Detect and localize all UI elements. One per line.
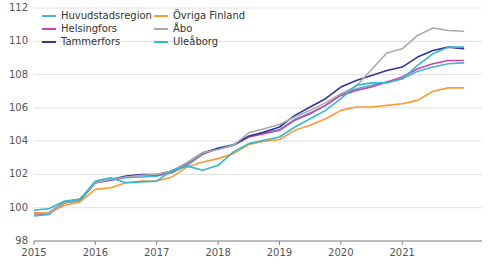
y-grid xyxy=(34,8,482,241)
x-tick-label: 2019 xyxy=(267,247,292,258)
grid-line xyxy=(34,8,482,9)
lines xyxy=(34,28,464,216)
series-line xyxy=(34,60,464,214)
legend-label: Tammerfors xyxy=(60,36,120,47)
legend-label: Helsingfors xyxy=(61,23,117,34)
x-tick-label: 2021 xyxy=(389,247,414,258)
x-axis-line xyxy=(34,241,482,242)
x-tick xyxy=(218,241,219,245)
x-tick xyxy=(279,241,280,245)
x-tick-label: 2016 xyxy=(83,247,108,258)
legend-label: Övriga Finland xyxy=(173,9,245,21)
x-tick xyxy=(156,241,157,245)
y-tick-label: 106 xyxy=(9,102,28,113)
legend-label: Uleåborg xyxy=(173,35,218,47)
x-tick-label: 2020 xyxy=(328,247,353,258)
grid-line xyxy=(34,174,482,175)
y-tick-label: 112 xyxy=(9,2,28,13)
series-line xyxy=(34,28,464,214)
y-tick-label: 98 xyxy=(15,235,28,246)
series-line xyxy=(34,47,464,214)
x-tick xyxy=(402,241,403,245)
legend: Huvudstadsregion Helsingfors Tammerfors Övr… xyxy=(42,9,245,47)
x-tick-label: 2015 xyxy=(21,247,46,258)
grid-line xyxy=(34,107,482,108)
chart: 98 100 102 104 106 108 110 112 2015 2016 2017 2018 2… xyxy=(0,0,494,265)
x-tick xyxy=(340,241,341,245)
legend-swatch xyxy=(154,41,168,43)
x-tick xyxy=(95,241,96,245)
legend-label: Huvudstadsregion xyxy=(61,10,152,21)
legend-swatch xyxy=(154,28,168,30)
y-tick-label: 100 xyxy=(9,202,28,213)
series-line xyxy=(34,47,464,210)
grid-line xyxy=(34,207,482,208)
legend-label: Åbo xyxy=(173,22,192,34)
y-tick-label: 104 xyxy=(9,135,28,146)
grid-line xyxy=(34,241,482,242)
legend-swatch xyxy=(42,28,56,30)
grid-line xyxy=(34,74,482,75)
x-tick-label: 2017 xyxy=(144,247,169,258)
legend-swatch xyxy=(154,15,168,17)
series-line xyxy=(34,63,464,216)
legend-swatch xyxy=(42,41,56,43)
series-line xyxy=(34,88,464,213)
x-tick xyxy=(34,241,35,245)
y-tick-label: 108 xyxy=(9,69,28,80)
legend-swatch xyxy=(42,15,56,17)
x-tick-label: 2018 xyxy=(205,247,230,258)
y-tick-label: 102 xyxy=(9,168,28,179)
y-tick-label: 110 xyxy=(9,35,28,46)
